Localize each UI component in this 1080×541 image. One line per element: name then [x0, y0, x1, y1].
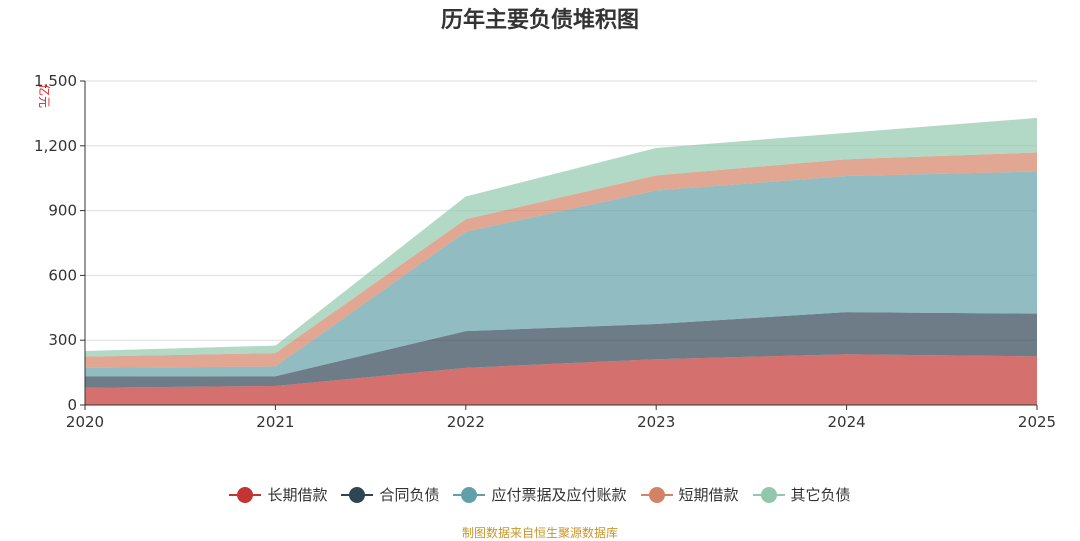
legend-marker-icon [752, 486, 785, 503]
area-series-4[interactable] [85, 117, 1037, 357]
y-axis-unit-label: 亿元 [37, 84, 52, 108]
area-series-0[interactable] [85, 354, 1037, 405]
x-tick-label: 2023 [637, 413, 675, 431]
legend-item-1[interactable]: 合同负债 [341, 484, 439, 505]
legend-label: 短期借款 [678, 486, 739, 504]
x-tick-label: 2022 [447, 413, 485, 431]
legend-label: 长期借款 [267, 486, 328, 504]
legend-label: 应付票据及应付账款 [491, 486, 627, 504]
area-series-1[interactable] [85, 312, 1037, 388]
chart-title: 历年主要负债堆积图 [440, 8, 639, 33]
area-series [85, 117, 1037, 405]
legend-marker-icon [640, 486, 673, 503]
x-tick-label: 2024 [828, 413, 866, 431]
y-tick-label: 900 [48, 202, 77, 220]
legend-marker-icon [341, 486, 374, 503]
x-tick-label: 2020 [66, 413, 104, 431]
y-tick-label: 0 [67, 396, 77, 414]
y-tick-label: 600 [48, 266, 77, 284]
axes: 0 300 600 900 1,200 1,500 2020 2021 2022 2023 2024… [34, 72, 1056, 431]
chart-legend: 长期借款 合同负债 应付票据及应付账款 短期借款 其它负债 [0, 484, 1080, 505]
legend-item-4[interactable]: 其它负债 [752, 484, 851, 505]
legend-item-2[interactable]: 应付票据及应付账款 [453, 484, 627, 505]
x-tick-label: 2021 [256, 413, 294, 431]
legend-item-3[interactable]: 短期借款 [640, 484, 739, 505]
legend-marker-icon [453, 486, 486, 503]
x-tick-label: 2025 [1018, 413, 1056, 431]
area-series-2[interactable] [85, 171, 1037, 377]
y-tick-label: 1,500 [34, 72, 77, 90]
y-tick-label: 300 [48, 331, 77, 349]
legend-label: 其它负债 [790, 486, 851, 504]
stacked-area-chart: 0 300 600 900 1,200 1,500 2020 2021 2022 2023 2024… [34, 72, 1056, 431]
data-source-note: 制图数据来自恒生聚源数据库 [461, 526, 618, 540]
legend-marker-icon [229, 486, 262, 503]
y-tick-label: 1,200 [34, 137, 77, 155]
legend-item-0[interactable]: 长期借款 [229, 484, 327, 505]
legend-label: 合同负债 [379, 486, 440, 504]
